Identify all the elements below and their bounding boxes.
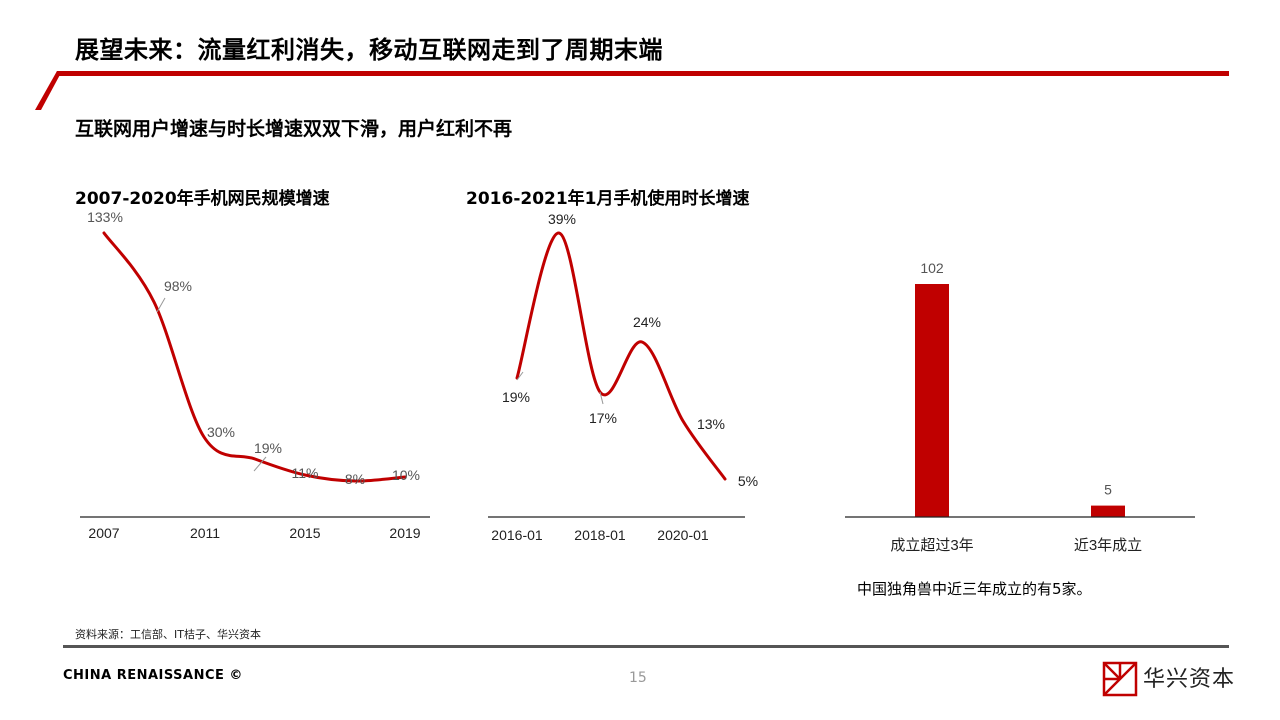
chart2-series-line (515, 231, 727, 481)
chart2-label-19: 19% (502, 389, 530, 405)
chart2-tick-2016-01: 2016-01 (491, 527, 543, 543)
chart1-label-133: 133% (87, 209, 123, 225)
chart2-label-39: 39% (548, 211, 576, 227)
chart1: 133% 98% 30% 19% 11% 8% 10% 2007 2011 20… (80, 209, 430, 541)
chart1-title: 2007-2020年手机网民规模增速 (75, 189, 330, 209)
chart1-leader-98 (156, 297, 166, 313)
chart1-label-11: 11% (292, 465, 319, 481)
chart1-label-98: 98% (164, 278, 192, 294)
slide-title: 展望未来：流量红利消失，移动互联网走到了周期末端 (75, 36, 663, 64)
source-note: 资料来源：工信部、IT桔子、华兴资本 (75, 628, 261, 641)
chart1-tick-2019: 2019 (389, 525, 420, 541)
chart3-category-over-3-years: 成立超过3年 (890, 537, 973, 554)
chart2-label-17: 17% (589, 410, 617, 426)
page-number: 15 (629, 670, 647, 686)
chart1-tick-2015: 2015 (289, 525, 320, 541)
chart1-tick-2011: 2011 (190, 525, 220, 541)
chart3-note: 中国独角兽中近三年成立的有5家。 (857, 580, 1092, 598)
chart2-leader-17 (599, 391, 604, 405)
chart1-leader-19 (253, 456, 267, 472)
chart2-tick-2020-01: 2020-01 (657, 527, 709, 543)
subtitle: 互联网用户增速与时长增速双双下滑，用户红利不再 (75, 118, 513, 140)
chart1-label-8: 8% (345, 471, 365, 487)
chart3-value-5: 5 (1104, 482, 1112, 498)
title-rule (35, 71, 1229, 110)
title-rule-slash (35, 71, 62, 110)
logo-icon (1102, 661, 1138, 697)
chart3: 102 5 成立超过3年 近3年成立 (845, 260, 1195, 554)
chart3-bar-recent-3-years (1091, 505, 1125, 517)
logo-text: 华兴资本 (1143, 667, 1236, 692)
chart2: 19% 39% 17% 24% 13% 5% 2016-01 2018-01 2… (488, 211, 758, 543)
chart3-value-102: 102 (920, 260, 944, 276)
chart3-bar-over-3-years (915, 284, 949, 517)
footer-rule (63, 645, 1229, 648)
charts-canvas: 133% 98% 30% 19% 11% 8% 10% 2007 2011 20… (80, 209, 1195, 554)
chart2-label-5: 5% (738, 473, 758, 489)
chart2-title: 2016-2021年1月手机使用时长增速 (466, 189, 750, 209)
chart2-tick-2018-01: 2018-01 (574, 527, 626, 543)
chart1-label-30: 30% (207, 424, 235, 440)
chart3-category-recent-3-years: 近3年成立 (1074, 537, 1142, 554)
footer-brand: CHINA RENAISSANCE © (63, 668, 243, 683)
chart2-leader-19 (516, 371, 524, 381)
chart1-label-19: 19% (254, 440, 282, 456)
chart1-tick-2007: 2007 (88, 525, 119, 541)
title-rule-bar (55, 71, 1229, 76)
chart1-series-line (102, 231, 407, 483)
chart1-label-10: 10% (392, 467, 420, 483)
chart2-label-13: 13% (697, 416, 725, 432)
chart2-label-24: 24% (633, 314, 661, 330)
